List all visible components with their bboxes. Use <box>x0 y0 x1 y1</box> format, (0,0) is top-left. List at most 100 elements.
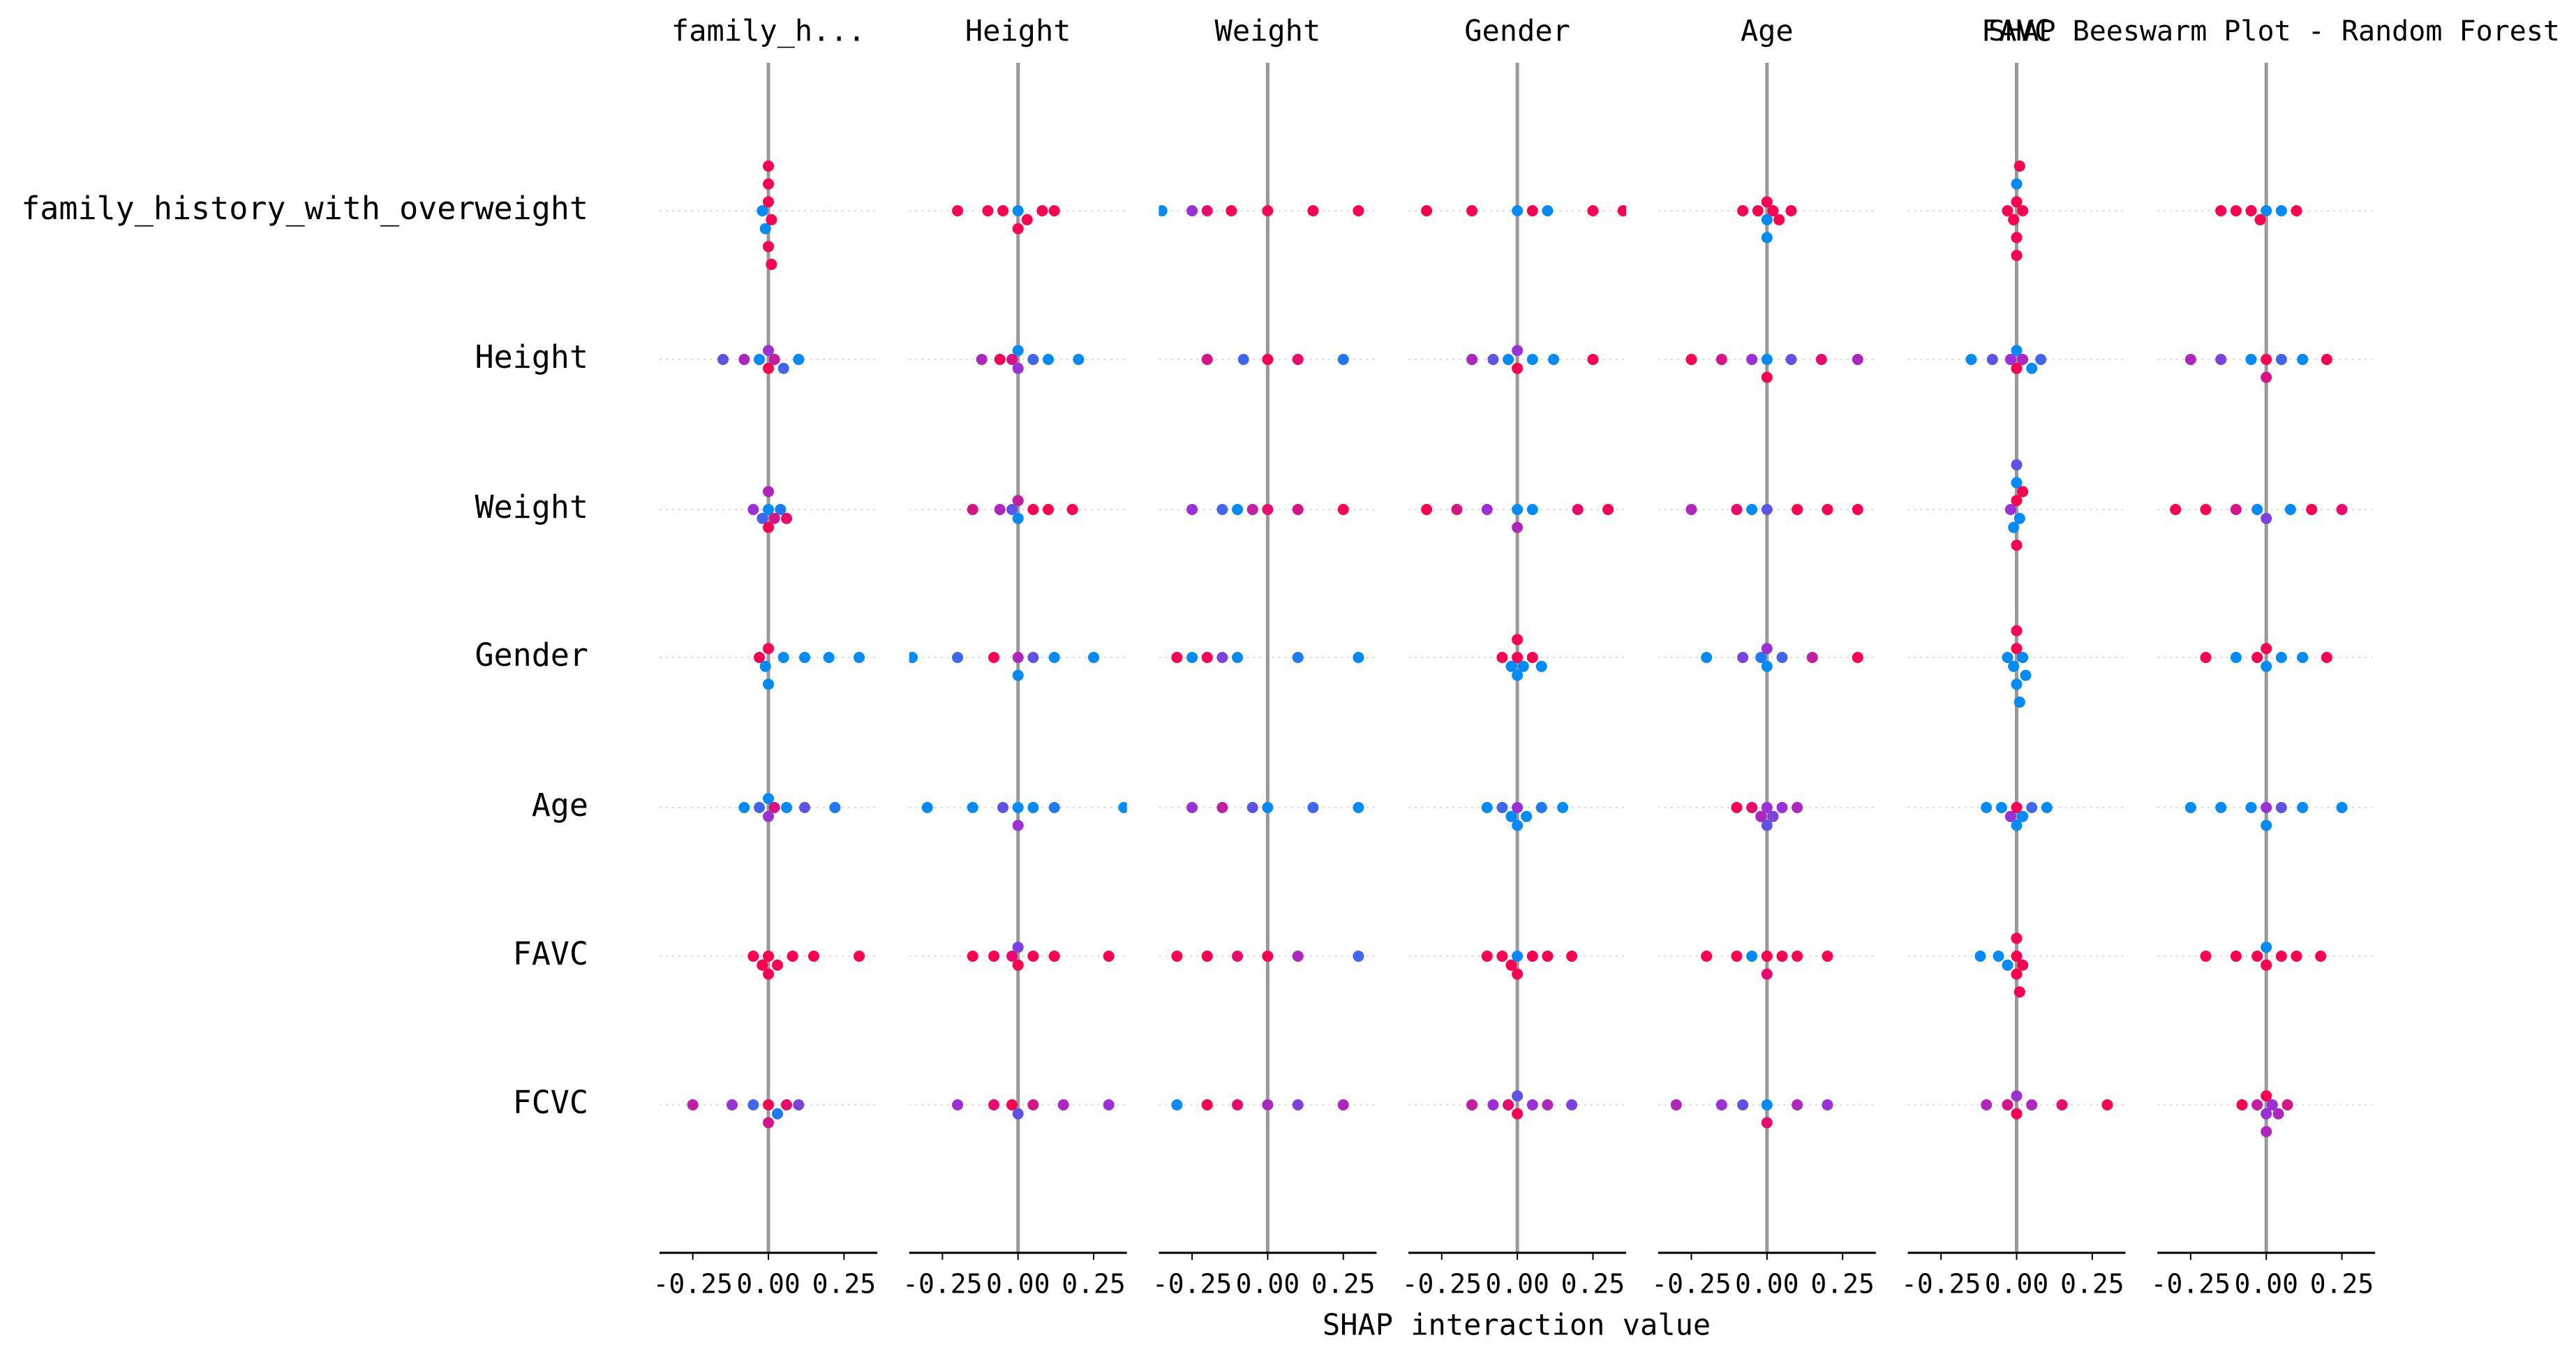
dot <box>1535 660 1547 672</box>
dot <box>1201 354 1213 365</box>
dot <box>687 1099 699 1110</box>
dot <box>763 362 774 374</box>
dot <box>781 802 792 813</box>
dot <box>1048 802 1060 813</box>
dot <box>909 652 918 663</box>
dot <box>2013 512 2025 524</box>
dot <box>2261 1108 2272 1120</box>
dot <box>2011 196 2023 208</box>
dot <box>1383 354 1394 365</box>
dot <box>2011 345 2023 357</box>
dot <box>2200 652 2212 663</box>
dot <box>952 1099 964 1110</box>
x-tick-label: 0.25 <box>1561 1269 1625 1300</box>
x-tick-label: 0.25 <box>1810 1269 1875 1300</box>
dot <box>1292 652 1304 663</box>
dot <box>1761 643 1773 655</box>
dot <box>1216 504 1228 515</box>
dot <box>2215 802 2227 813</box>
dot <box>777 362 789 374</box>
dot <box>1186 205 1198 216</box>
dot <box>988 951 1000 962</box>
dot <box>1670 1099 1682 1110</box>
dot <box>854 652 865 663</box>
dot <box>1761 660 1773 672</box>
dot <box>1986 354 1998 365</box>
dot <box>763 678 774 690</box>
dot <box>793 1099 805 1110</box>
dot <box>1027 951 1039 962</box>
dot <box>1965 354 1977 365</box>
x-tick-label: -0.25 <box>1901 1269 1981 1300</box>
dot <box>1006 354 1018 365</box>
dot <box>1761 354 1773 365</box>
dot <box>2261 1126 2272 1138</box>
dot <box>997 205 1009 216</box>
dot <box>994 354 1006 365</box>
dot <box>2412 205 2423 216</box>
dot <box>1262 1099 1274 1110</box>
x-tick-label: 0.00 <box>1985 1269 2049 1300</box>
dot <box>1027 1099 1039 1110</box>
feature-label: Weight <box>475 489 588 526</box>
feature-label: Age <box>532 787 588 824</box>
dot <box>754 652 765 663</box>
dot <box>1012 345 1024 357</box>
dot <box>1353 205 1364 216</box>
dot <box>2230 205 2242 216</box>
dot <box>1512 521 1524 533</box>
dot <box>1981 1099 1993 1110</box>
dot <box>967 504 978 515</box>
x-tick-label: 0.25 <box>1062 1269 1126 1300</box>
dot <box>763 810 774 822</box>
dot <box>1201 951 1213 962</box>
dot <box>2011 1108 2023 1120</box>
dot <box>763 178 774 190</box>
dot <box>2011 477 2023 489</box>
dot <box>763 1099 774 1110</box>
dot <box>1201 205 1213 216</box>
dot <box>1773 214 1785 225</box>
dot <box>2200 951 2212 962</box>
dot <box>766 258 777 270</box>
dot <box>2321 652 2332 663</box>
dot <box>2297 802 2309 813</box>
dot <box>1036 205 1048 216</box>
dot <box>1012 802 1024 813</box>
dot <box>2275 205 2287 216</box>
dot <box>2261 660 2272 672</box>
dot <box>1761 504 1773 515</box>
dot <box>2002 652 2013 663</box>
dot <box>976 354 988 365</box>
dot <box>2261 1090 2272 1102</box>
dot <box>1171 1099 1183 1110</box>
dot <box>2011 932 2023 944</box>
dot <box>2013 697 2025 708</box>
dot <box>1512 951 1524 962</box>
dot <box>1822 504 1833 515</box>
panel <box>1141 63 1394 1253</box>
dot <box>738 354 750 365</box>
dot <box>1141 354 1152 365</box>
feature-label: FCVC <box>513 1084 588 1121</box>
dot <box>1776 802 1788 813</box>
dot <box>781 1099 792 1110</box>
dot <box>2011 232 2023 244</box>
dot <box>808 951 819 962</box>
dot <box>1792 504 1803 515</box>
dot <box>1505 810 1517 822</box>
dot <box>2008 214 2020 225</box>
x-axis-label: SHAP interaction value <box>1323 1308 1711 1342</box>
panel <box>1907 63 2126 1253</box>
dot <box>2011 1090 2023 1102</box>
dot <box>1006 1099 1018 1110</box>
dot <box>1542 1099 1554 1110</box>
dot <box>1767 810 1779 822</box>
dot <box>2002 959 2013 971</box>
x-tick-label: 0.00 <box>2234 1269 2298 1300</box>
dot <box>2272 1108 2284 1120</box>
dot <box>2017 959 2029 971</box>
dot <box>1262 802 1274 813</box>
dot <box>747 951 759 962</box>
